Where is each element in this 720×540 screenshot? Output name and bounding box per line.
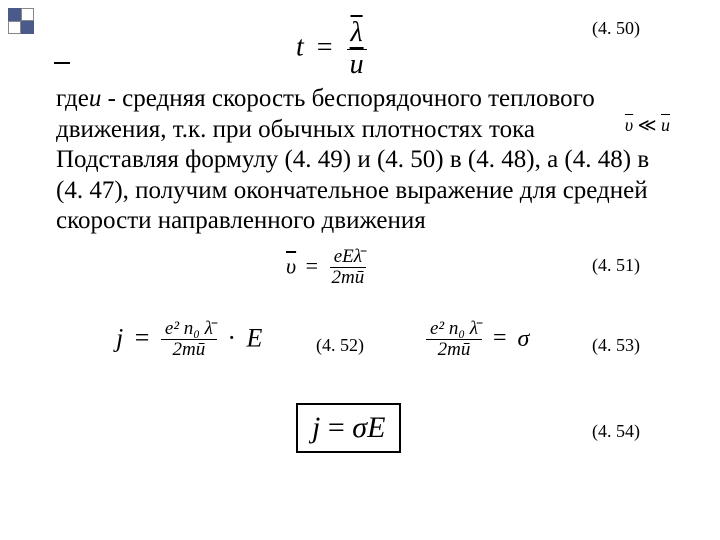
eq453-den: 2mū bbox=[434, 340, 475, 361]
eq450-eq: = bbox=[311, 32, 339, 63]
eq450-den: u bbox=[350, 49, 364, 80]
equation-451: υ = eEλ̄ 2mū bbox=[286, 247, 368, 290]
bullet-square bbox=[21, 21, 34, 34]
text-line4: (4. 47), получим окончательное выражение… bbox=[56, 177, 648, 204]
bullet-square bbox=[21, 8, 34, 21]
eq451-frac: eEλ̄ 2mū bbox=[328, 247, 369, 290]
eq453-frac: e² n₀ λ̄ 2mū bbox=[426, 319, 482, 362]
bullet-square bbox=[8, 8, 21, 21]
eq450-num: λ bbox=[351, 17, 363, 48]
equation-452: j = e² n₀ λ̄ 2mū · E bbox=[116, 319, 262, 362]
eq452-number: (4. 52) bbox=[316, 335, 364, 356]
eq451-den: 2mū bbox=[328, 268, 369, 289]
eq450-number: (4. 50) bbox=[592, 18, 640, 39]
inequality: υ ≪ u bbox=[625, 115, 670, 137]
eq452-num: e² n₀ λ̄ bbox=[161, 319, 217, 341]
eq452-den: 2mū bbox=[169, 340, 210, 361]
eq451-number: (4. 51) bbox=[592, 255, 640, 276]
text-line5: скорости направленного движения bbox=[56, 207, 426, 234]
equation-454-box: j = σE bbox=[296, 403, 401, 453]
eq450-lhs: t bbox=[296, 32, 304, 63]
eq453-num: e² n₀ λ̄ bbox=[426, 319, 482, 341]
text-paragraph: гдеu - средняя скорость беспорядочного т… bbox=[56, 84, 680, 237]
eq452-dot: · bbox=[223, 323, 240, 352]
ineq-v: υ bbox=[625, 115, 633, 135]
slide-bullets bbox=[8, 8, 34, 34]
overline-mark bbox=[54, 62, 70, 64]
text-line1a: где bbox=[56, 85, 89, 112]
ineq-op: ≪ bbox=[633, 115, 661, 135]
eq451-eq: = bbox=[302, 253, 322, 278]
eq453-eq: = bbox=[488, 325, 512, 351]
eq452-frac: e² n₀ λ̄ 2mū bbox=[161, 319, 217, 362]
text-line2a: движения, т.к. при обычных плотностях то… bbox=[56, 116, 535, 143]
equation-454-row: j = σE (4. 54) bbox=[56, 403, 680, 463]
ineq-u: u bbox=[661, 115, 670, 135]
equation-452-453-row: j = e² n₀ λ̄ 2mū · E (4. 52) e² n₀ λ̄ 2m… bbox=[56, 319, 680, 379]
eq452-rhs: E bbox=[247, 323, 263, 352]
eq454-E: E bbox=[367, 411, 385, 444]
bullet-square bbox=[8, 21, 21, 34]
equation-450-row: t = λ u (4. 50) bbox=[56, 18, 680, 78]
text-u-symbol: u bbox=[89, 85, 102, 112]
bullet-row bbox=[8, 8, 34, 21]
eq454-number: (4. 54) bbox=[592, 421, 640, 442]
eq451-lhs: υ bbox=[286, 253, 296, 278]
eq452-eq: = bbox=[130, 323, 155, 352]
eq452-lhs: j bbox=[116, 323, 123, 352]
text-line1b: - средняя скорость беспорядочного теплов… bbox=[101, 85, 594, 112]
equation-451-row: υ = eEλ̄ 2mū (4. 51) bbox=[56, 247, 680, 303]
text-line3: Подставляя формулу (4. 49) и (4. 50) в (… bbox=[56, 146, 649, 173]
equation-453: e² n₀ λ̄ 2mū = σ bbox=[426, 319, 529, 362]
eq454-sigma: σ bbox=[352, 411, 367, 444]
eq454-eq: = bbox=[320, 411, 352, 444]
eq450-frac: λ u bbox=[346, 18, 368, 81]
equation-450: t = λ u bbox=[296, 18, 368, 81]
eq451-num: eEλ̄ bbox=[330, 247, 366, 269]
bullet-row bbox=[8, 21, 34, 34]
slide-content: t = λ u (4. 50) гдеu - средняя скорость … bbox=[56, 18, 680, 463]
eq453-rhs: σ bbox=[518, 325, 530, 351]
eq453-number: (4. 53) bbox=[592, 335, 640, 356]
